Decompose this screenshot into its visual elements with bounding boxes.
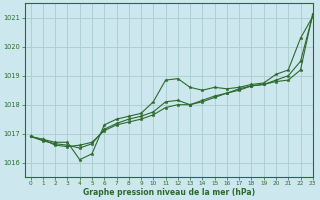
X-axis label: Graphe pression niveau de la mer (hPa): Graphe pression niveau de la mer (hPa) bbox=[83, 188, 255, 197]
